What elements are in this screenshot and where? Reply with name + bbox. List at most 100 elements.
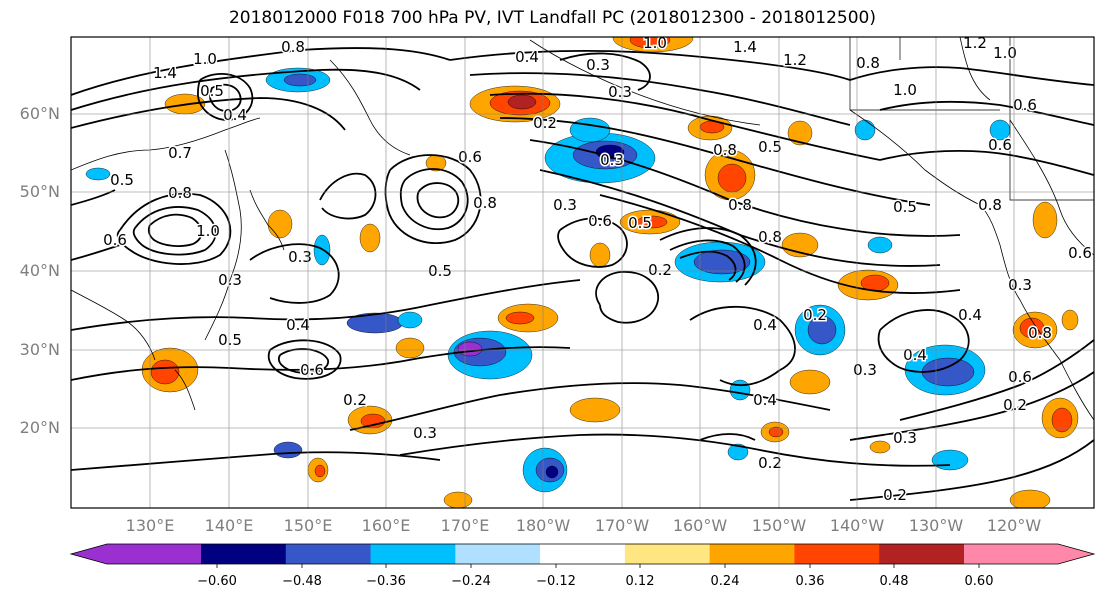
- contour-label: 0.6: [1008, 368, 1032, 386]
- contour-label: 0.6: [1013, 96, 1037, 114]
- contour-label: 0.2: [343, 391, 367, 409]
- anomaly-patch: [314, 464, 326, 478]
- contour-label: 0.4: [903, 346, 927, 364]
- anomaly-patch: [789, 369, 831, 395]
- anomaly-patch: [545, 465, 559, 479]
- anomaly-patch: [717, 163, 747, 193]
- contour-label: 0.3: [1008, 276, 1032, 294]
- pv-contour-line: [877, 329, 961, 373]
- anomaly-patch: [1061, 309, 1079, 331]
- lon-label: 130°E: [125, 516, 175, 535]
- pv-contour-line: [71, 68, 421, 111]
- pv-contour-line: [116, 192, 232, 265]
- contour-label: 0.8: [473, 194, 497, 212]
- pv-contour-line: [197, 73, 254, 121]
- pv-contour-line: [499, 117, 931, 206]
- lon-label: 140°E: [204, 516, 254, 535]
- pv-contour-line: [399, 433, 951, 467]
- anomaly-patch: [1009, 489, 1051, 508]
- anomaly-patch: [807, 315, 837, 345]
- pv-contour-line: [489, 92, 881, 161]
- anomaly-patch: [397, 311, 423, 329]
- anomaly-patch: [854, 119, 876, 141]
- contour-label: 0.3: [600, 151, 624, 169]
- lon-label: 180°W: [515, 516, 571, 535]
- anomaly-patch: [1051, 407, 1073, 433]
- anomaly-patch: [85, 167, 111, 181]
- colorbar-segment: [285, 544, 372, 564]
- pv-contour-line: [278, 348, 329, 374]
- contour-label: 0.3: [893, 429, 917, 447]
- pv-contour-line: [557, 217, 628, 268]
- graticule: [71, 37, 1094, 508]
- pv-contour-line: [132, 206, 217, 256]
- contour-label: 0.8: [168, 184, 192, 202]
- contour-label: 0.2: [803, 306, 827, 324]
- colorbar-segment: [370, 544, 456, 564]
- contour-labels: 1.4 1.0 0.8 0.5 0.4 0.7 0.5 0.8 1.0 0.6 0.3 0.3 0.4 0…: [102, 34, 1094, 506]
- map-title: 2018012000 F018 700 hPa PV, IVT Landfall…: [228, 8, 876, 28]
- pv-contour-line: [399, 168, 469, 231]
- colorbar-segment: [624, 544, 711, 564]
- anomaly-patch: [629, 37, 671, 49]
- colorbar-segment: [201, 544, 287, 564]
- lon-label: 150°W: [751, 516, 807, 535]
- contour-label: 0.3: [586, 56, 610, 74]
- pv-contour-line: [879, 309, 970, 361]
- contour-label: 0.4: [223, 106, 247, 124]
- contour-label: 0.3: [218, 271, 242, 289]
- contour-label: 0.5: [758, 138, 782, 156]
- contour-label: 0.8: [856, 54, 880, 72]
- lat-label: 20°N: [19, 418, 60, 437]
- lat-label: 40°N: [19, 261, 60, 280]
- pv-contour-line: [529, 139, 961, 237]
- pv-contour-line: [599, 194, 961, 295]
- contour-label: 0.5: [200, 82, 224, 100]
- contour-label: 0.6: [300, 361, 324, 379]
- contour-label: 0.6: [588, 212, 612, 230]
- contour-label: 0.2: [533, 114, 557, 132]
- pv-contour-line: [249, 243, 340, 304]
- pv-contour-line: [319, 172, 377, 220]
- anomaly-patch: [869, 440, 891, 454]
- contour-label: 0.5: [110, 171, 134, 189]
- contour-label: 0.3: [608, 83, 632, 101]
- contour-label: 0.2: [758, 454, 782, 472]
- contour-label: 0.4: [753, 391, 777, 409]
- contour-label: 0.4: [286, 316, 310, 334]
- contour-label: 1.2: [963, 34, 987, 52]
- anomaly-patch: [443, 491, 473, 508]
- anomaly-patch: [636, 215, 668, 229]
- contour-label: 0.2: [883, 486, 907, 504]
- lon-label: 170°E: [440, 516, 490, 535]
- anomaly-patch: [1032, 201, 1058, 239]
- contour-label: 0.4: [958, 306, 982, 324]
- contour-label: 0.4: [515, 48, 539, 66]
- lon-label: 160°E: [361, 516, 411, 535]
- anomaly-patch: [931, 449, 969, 471]
- colorbar-tick: −0.60: [197, 574, 237, 589]
- contour-label: 1.0: [193, 50, 217, 68]
- coastlines: [71, 37, 1094, 421]
- colorbar-tick: 0.12: [625, 574, 655, 589]
- colorbar-segment: [540, 544, 626, 564]
- contour-label: 0.8: [1028, 324, 1052, 342]
- colorbar-segment: [709, 544, 795, 564]
- anomaly-patch: [150, 359, 180, 385]
- pv-contour-line: [699, 433, 756, 441]
- pv-contour-line: [71, 279, 581, 331]
- pv-contour-line: [71, 244, 121, 261]
- contour-label: 0.3: [853, 361, 877, 379]
- pv-contour-line: [879, 149, 1094, 176]
- pv-contour-line: [469, 72, 851, 126]
- contour-label: 0.6: [1068, 244, 1092, 262]
- lat-label: 50°N: [19, 182, 60, 201]
- contour-label: 1.0: [993, 44, 1017, 62]
- contour-label: 0.3: [413, 424, 437, 442]
- contour-label: 0.3: [553, 196, 577, 214]
- colorbar-tick: 0.24: [710, 574, 740, 589]
- lat-label: 30°N: [19, 340, 60, 359]
- colorbar-extend-high: [964, 544, 1094, 564]
- pv-contour-line: [849, 66, 1094, 86]
